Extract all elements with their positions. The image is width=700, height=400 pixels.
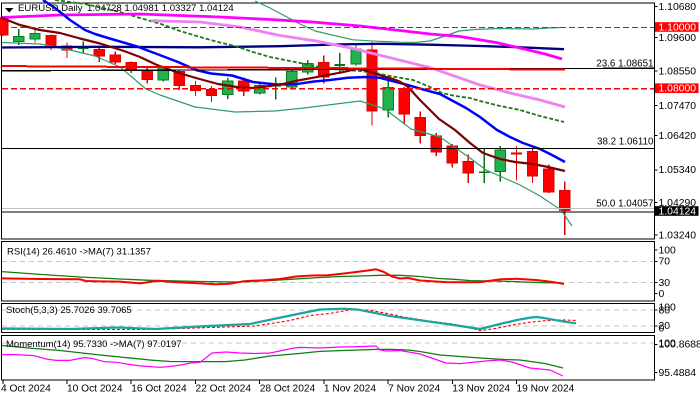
svg-text:EURUSD,Daily: EURUSD,Daily xyxy=(18,3,83,14)
svg-text:1.05340: 1.05340 xyxy=(659,165,697,176)
svg-text:1.03240: 1.03240 xyxy=(659,230,697,241)
svg-text:100: 100 xyxy=(659,303,677,314)
svg-text:100: 100 xyxy=(659,245,677,256)
svg-text:80: 80 xyxy=(659,305,671,316)
svg-text:7 Nov 2024: 7 Nov 2024 xyxy=(388,384,440,395)
svg-text:1.09600: 1.09600 xyxy=(659,33,697,44)
svg-text:RSI(14) 26.4610 ->MA(7) 31.13: RSI(14) 26.4610 ->MA(7) 31.1357 xyxy=(7,247,151,258)
svg-text:0: 0 xyxy=(659,289,665,300)
svg-text:22 Oct 2024: 22 Oct 2024 xyxy=(196,384,252,395)
svg-text:95.4884: 95.4884 xyxy=(659,368,697,379)
svg-text:50.0 1.04057: 50.0 1.04057 xyxy=(596,199,653,210)
svg-text:0: 0 xyxy=(659,323,665,334)
svg-text:1.08550: 1.08550 xyxy=(659,66,697,77)
svg-text:23.6 1.08651: 23.6 1.08651 xyxy=(596,59,653,70)
svg-text:1.04728 1.04981 1.03327 1.0412: 1.04728 1.04981 1.03327 1.04124 xyxy=(87,3,234,14)
svg-text:1.10680: 1.10680 xyxy=(659,2,697,13)
svg-text:13 Nov 2024: 13 Nov 2024 xyxy=(452,384,510,395)
svg-text:1.07470: 1.07470 xyxy=(659,101,697,112)
svg-text:38.2 1.06110: 38.2 1.06110 xyxy=(597,137,654,148)
svg-text:100: 100 xyxy=(659,338,677,349)
svg-text:1.06420: 1.06420 xyxy=(659,131,697,142)
svg-text:1 Nov 2024: 1 Nov 2024 xyxy=(324,384,376,395)
svg-text:19 Nov 2024: 19 Nov 2024 xyxy=(517,384,575,395)
svg-text:10 Oct 2024: 10 Oct 2024 xyxy=(67,384,123,395)
svg-text:16 Oct 2024: 16 Oct 2024 xyxy=(131,384,187,395)
svg-text:1.08000: 1.08000 xyxy=(659,84,697,95)
svg-text:100.8688: 100.8688 xyxy=(659,340,700,351)
svg-text:28 Oct 2024: 28 Oct 2024 xyxy=(260,384,316,395)
svg-text:20: 20 xyxy=(659,321,671,332)
svg-text:Momentum(14) 95.7330 ->MA(7): Momentum(14) 95.7330 ->MA(7) 97.0197 xyxy=(6,339,182,350)
svg-text:1.04290: 1.04290 xyxy=(659,198,697,209)
svg-text:70: 70 xyxy=(659,257,671,268)
svg-text:1.10000: 1.10000 xyxy=(659,22,697,33)
svg-text:1.04124: 1.04124 xyxy=(659,206,697,217)
svg-text:Stoch(5,3,3) 25.7026 39.7065: Stoch(5,3,3) 25.7026 39.7065 xyxy=(6,305,132,316)
svg-text:30: 30 xyxy=(659,278,671,289)
svg-text:4 Oct 2024: 4 Oct 2024 xyxy=(1,384,51,395)
